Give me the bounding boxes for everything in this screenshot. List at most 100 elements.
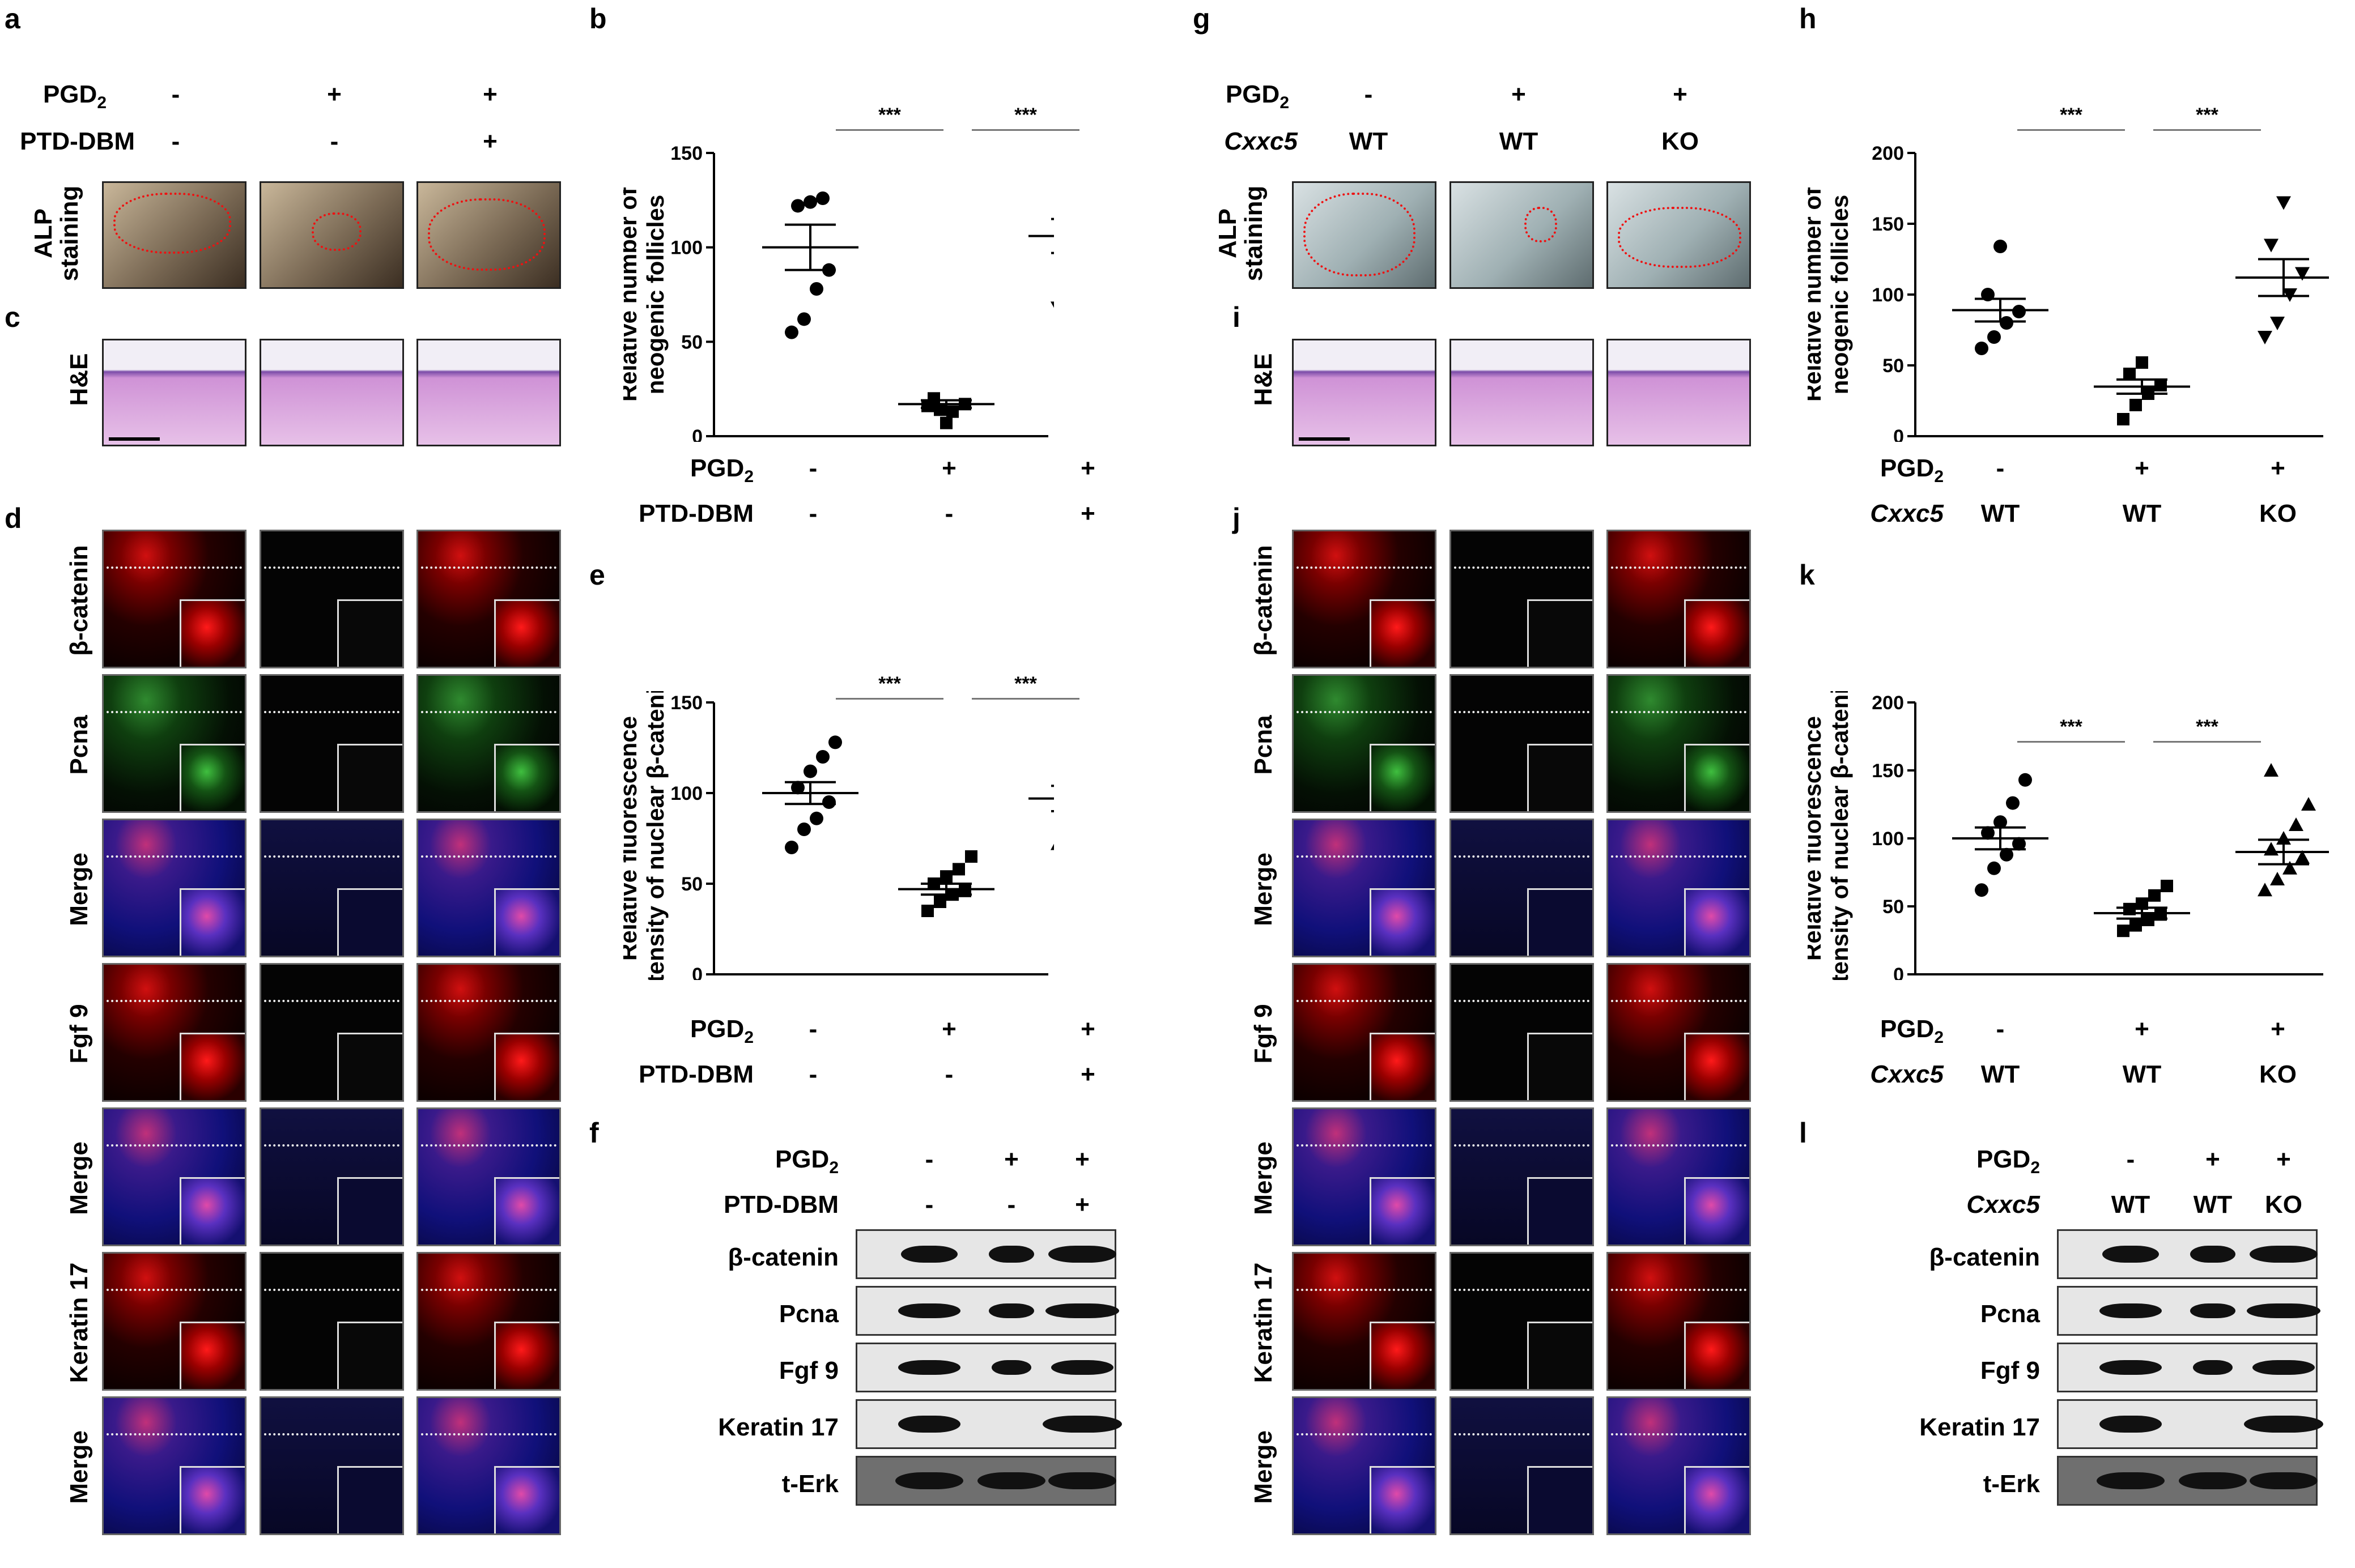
xlab-e-second-1: - [945, 1060, 954, 1088]
panel-letter-c: c [5, 301, 20, 333]
follicle-outline-right-0 [1303, 193, 1415, 276]
dermal-boundary [1453, 855, 1590, 858]
western-l-pgd2-val-2: + [2276, 1145, 2291, 1173]
sig-e-2-stars: *** [1014, 673, 1037, 694]
data-point-g0-3 [2012, 837, 2026, 851]
panel-letter-f: f [589, 1117, 599, 1149]
data-point-g2-0 [2258, 883, 2272, 897]
fluor-inset [1684, 1177, 1749, 1245]
pgd2-text: PGD [1225, 80, 1280, 108]
western-f-band-1-2 [1045, 1303, 1119, 1318]
sig-h-2-stars: *** [2196, 104, 2218, 126]
xlab-b-pgd2: PGD2 [690, 456, 754, 485]
dermal-boundary [106, 1289, 243, 1292]
western-l-band-1-0 [2099, 1303, 2162, 1318]
western-f-pgd2: PGD2 [775, 1147, 839, 1177]
data-point-g1-7 [2161, 880, 2173, 892]
fluor-inset [1684, 1032, 1749, 1100]
data-point-g0-0 [785, 841, 798, 854]
pgd2-label-g: PGD2 [1226, 82, 1289, 112]
y-tick-label-1: 50 [1882, 355, 1904, 377]
western-f-band-4-1 [977, 1472, 1045, 1489]
dermal-boundary [1296, 1433, 1432, 1436]
row-label-stain-right-6: Merge [1249, 1430, 1277, 1504]
dermal-boundary [1296, 855, 1432, 858]
dermal-boundary [1453, 1144, 1590, 1147]
fluor-right-r1-c2 [1606, 674, 1751, 813]
xlab-e-second-2: + [1081, 1060, 1095, 1088]
western-l-band-0-2 [2250, 1246, 2318, 1263]
fluor-inset [1370, 743, 1435, 811]
dermal-boundary [420, 566, 557, 569]
panel-letter-g: g [1193, 3, 1210, 35]
data-point-g1-6 [2148, 889, 2161, 902]
pgd2-label-a: PGD2 [43, 82, 107, 112]
western-l-band-3-2 [2244, 1416, 2323, 1433]
y-tick-label-3: 150 [670, 692, 703, 714]
fluor-right-r3-c2 [1606, 963, 1751, 1102]
western-f-band-0-0 [901, 1246, 958, 1263]
dermal-boundary [1610, 1000, 1747, 1003]
y-tick-label-1: 50 [1882, 896, 1904, 918]
dermal-boundary [106, 855, 243, 858]
data-point-g2-0 [1051, 301, 1054, 308]
he-photo-right-2 [1606, 339, 1751, 446]
xlab-b-pgd2-1: + [942, 454, 957, 482]
xlab-h-pgd2-1: + [2135, 454, 2149, 482]
xlab-k-second-1: WT [2122, 1060, 2162, 1088]
row-label-stain-right-5: Keratin 17 [1249, 1262, 1277, 1383]
western-l-band-4-2 [2250, 1472, 2318, 1489]
fluor-left-r3-c2 [416, 963, 561, 1102]
fluor-right-r6-c1 [1449, 1396, 1594, 1535]
xlab-e-pgd2-1: + [942, 1015, 957, 1043]
data-point-g2-6 [2289, 817, 2303, 831]
fluor-left-r1-c1 [260, 674, 404, 813]
data-point-g0-2 [2000, 847, 2013, 862]
sig-k-1-line [2017, 741, 2125, 743]
cxxc5-label-g: Cxxc5 [1224, 127, 1298, 155]
western-l-second-val-1: WT [2193, 1191, 2233, 1218]
pgd2-subscript: 2 [2030, 1158, 2040, 1177]
dermal-boundary [1296, 711, 1432, 714]
fluor-right-r2-c0 [1292, 819, 1436, 957]
dermal-boundary [1453, 1289, 1590, 1292]
western-f-pgd2-val-1: + [1004, 1145, 1019, 1173]
fluor-inset [494, 1465, 559, 1533]
fluor-inset [1370, 599, 1435, 667]
fluor-inset [1370, 1177, 1435, 1245]
western-f-band-1-0 [898, 1303, 960, 1318]
western-f-band-1-1 [989, 1303, 1034, 1318]
western-l-band-3-0 [2099, 1416, 2162, 1433]
y-tick-label-2: 100 [670, 237, 703, 259]
fluor-right-r5-c1 [1449, 1252, 1594, 1391]
data-point-g1-0 [921, 905, 934, 917]
fluor-left-r0-c0 [102, 530, 246, 668]
panel-letter-l: l [1799, 1117, 1807, 1149]
fluor-inset [494, 599, 559, 667]
western-l-band-1-2 [2247, 1303, 2320, 1318]
data-point-g0-0 [1975, 342, 1988, 355]
data-point-g1-2 [2142, 914, 2154, 926]
fluor-right-r1-c1 [1449, 674, 1594, 813]
data-point-g0-6 [816, 750, 830, 764]
sig-h-1-line [2017, 129, 2125, 131]
fluor-right-r0-c0 [1292, 530, 1436, 668]
fluor-inset [337, 599, 402, 667]
pgd2-value-a-0: - [171, 80, 180, 108]
panel-letter-h: h [1799, 3, 1817, 35]
data-point-g1-6 [953, 863, 965, 876]
ptd-value-a-1: - [330, 127, 339, 155]
fluor-right-r0-c2 [1606, 530, 1751, 668]
data-point-g0-0 [785, 325, 798, 339]
data-point-g0-4 [791, 781, 805, 795]
western-f-band-2-1 [992, 1360, 1031, 1375]
data-point-g2-7 [2301, 797, 2316, 811]
xlab-k-pgd2-1: + [2135, 1015, 2149, 1043]
western-l-protein-4: t-Erk [1983, 1470, 2040, 1498]
dermal-boundary [1296, 566, 1432, 569]
pgd2-text: PGD [690, 1015, 745, 1043]
pgd2-text: PGD [42, 80, 97, 108]
fluor-right-r2-c1 [1449, 819, 1594, 957]
dermal-boundary [106, 1000, 243, 1003]
